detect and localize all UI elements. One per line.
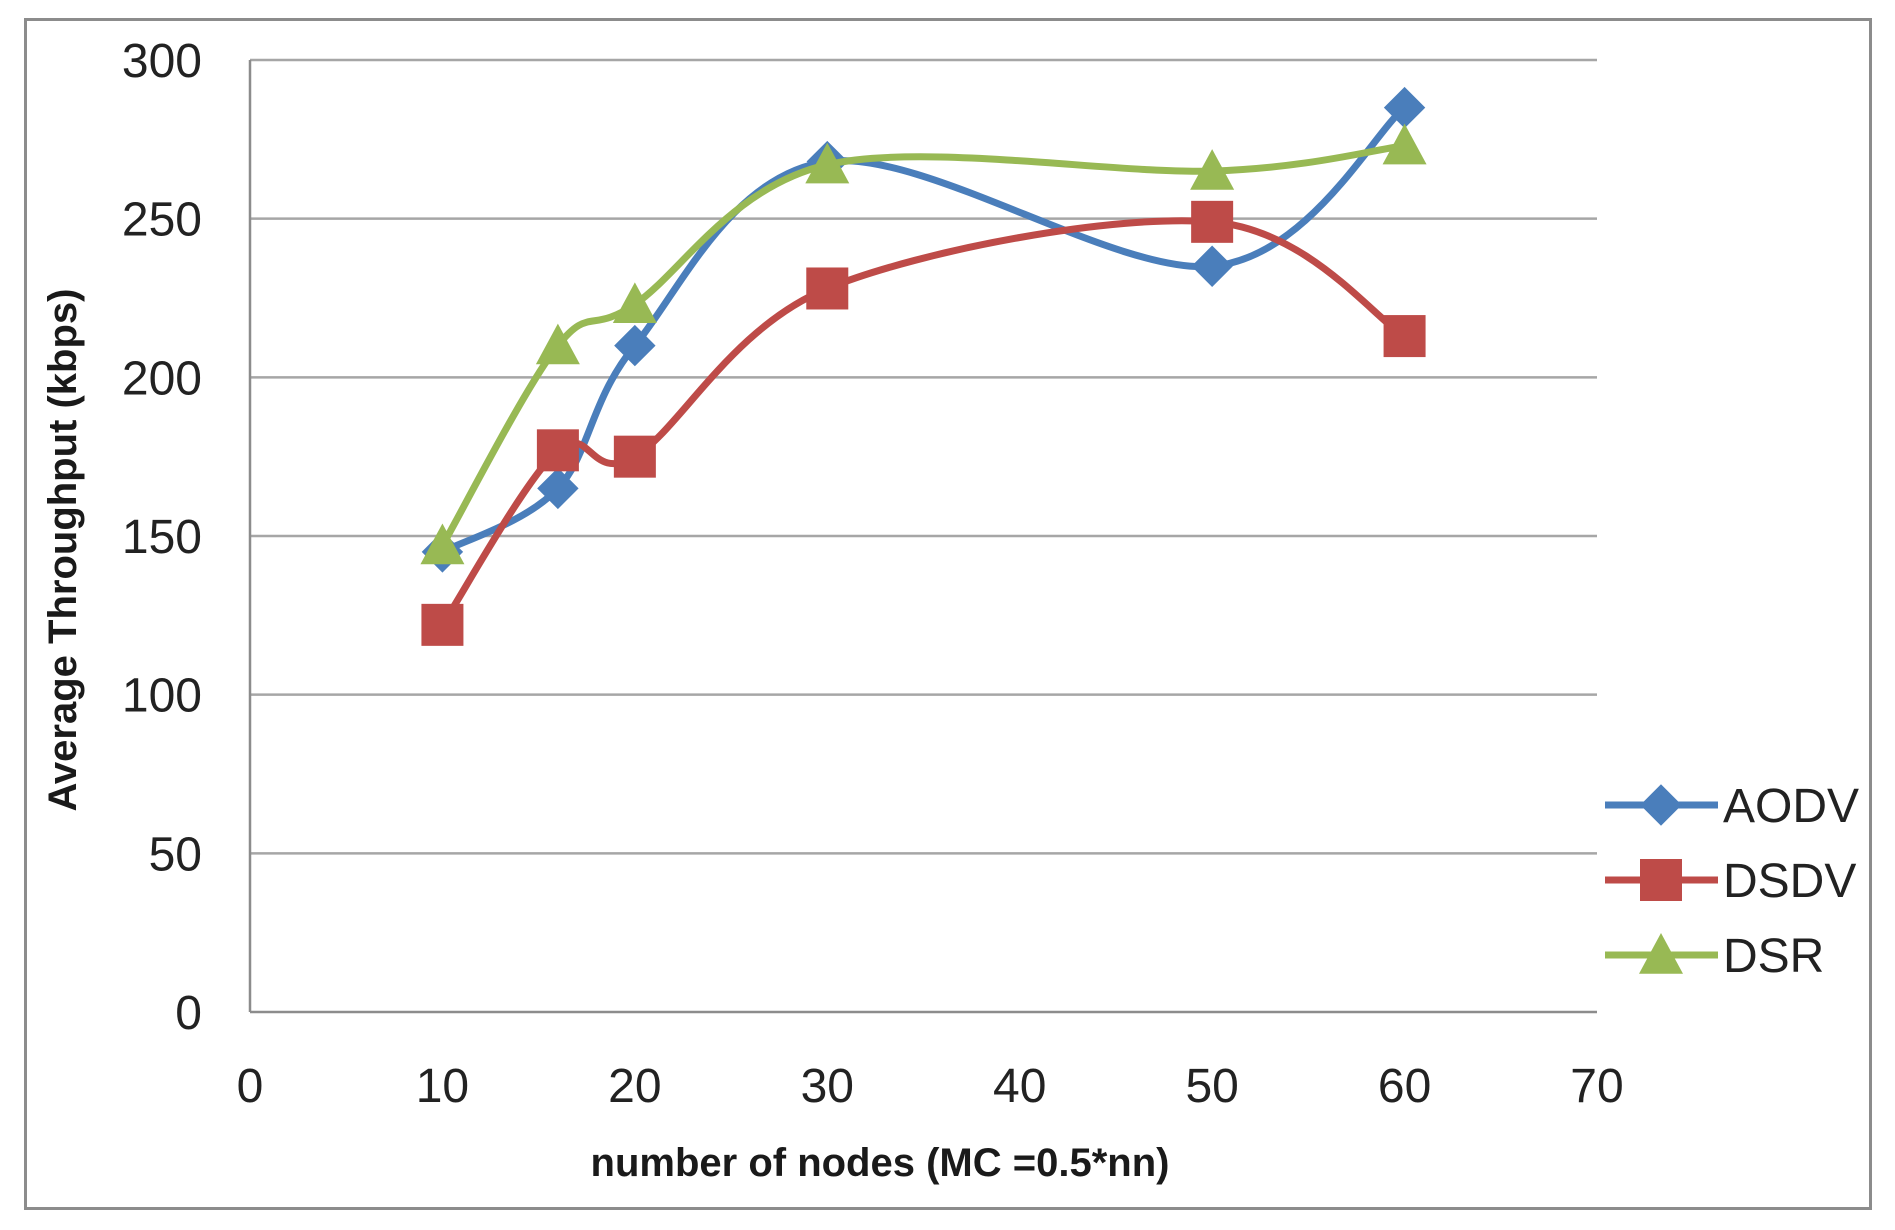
x-tick-label-60: 60 bbox=[1378, 1060, 1431, 1113]
x-tick-label-40: 40 bbox=[993, 1060, 1046, 1113]
y-tick-label-0: 0 bbox=[175, 987, 202, 1040]
data-point-aodv-20 bbox=[614, 324, 656, 367]
data-point-dsdv-60 bbox=[1383, 315, 1426, 358]
legend-marker-dsdv bbox=[1640, 859, 1682, 901]
legend-label-aodv: AODV bbox=[1723, 780, 1859, 833]
data-point-dsdv-50 bbox=[1191, 200, 1234, 243]
x-tick-label-30: 30 bbox=[801, 1060, 854, 1113]
y-tick-label-50: 50 bbox=[149, 828, 202, 881]
y-tick-label-200: 200 bbox=[122, 352, 202, 405]
x-tick-label-20: 20 bbox=[608, 1060, 661, 1113]
legend-label-dsr: DSR bbox=[1723, 930, 1824, 983]
data-point-dsr-60 bbox=[1382, 123, 1427, 165]
data-point-dsr-16 bbox=[535, 323, 580, 365]
series-dsdv bbox=[421, 200, 1426, 646]
series bbox=[420, 86, 1427, 646]
data-point-dsr-20 bbox=[612, 282, 657, 324]
legend-item-dsdv: DSDV bbox=[1605, 855, 1856, 908]
data-point-dsr-10 bbox=[420, 523, 465, 565]
legend-item-dsr: DSR bbox=[1605, 930, 1824, 983]
x-axis-title: number of nodes (MC =0.5*nn) bbox=[591, 1141, 1170, 1185]
legend-label-dsdv: DSDV bbox=[1723, 855, 1856, 908]
data-point-dsr-50 bbox=[1190, 149, 1235, 190]
x-tick-label-50: 50 bbox=[1185, 1060, 1238, 1113]
series-line-dsr bbox=[438, 142, 1409, 550]
data-point-dsdv-10 bbox=[421, 603, 464, 646]
y-tick-label-300: 300 bbox=[122, 35, 202, 88]
series-line-dsdv bbox=[438, 217, 1409, 629]
x-tick-label-10: 10 bbox=[416, 1060, 469, 1113]
data-point-dsdv-16 bbox=[536, 429, 579, 472]
x-tick-label-70: 70 bbox=[1570, 1060, 1623, 1113]
series-line-aodv bbox=[438, 104, 1409, 556]
legend-marker-dsr bbox=[1639, 933, 1683, 974]
y-axis-title: Average Throughput (kbps) bbox=[41, 289, 85, 812]
data-point-aodv-50 bbox=[1191, 245, 1233, 287]
data-point-dsdv-30 bbox=[806, 267, 849, 310]
series-dsr bbox=[420, 123, 1427, 565]
y-tick-label-250: 250 bbox=[122, 194, 202, 247]
legend-marker-aodv bbox=[1640, 784, 1682, 826]
axes: 0 50 100 150 200 250 300 0 10 20 30 40 50 60 70 bbox=[122, 35, 1624, 1113]
legend: AODV DSDV DSR bbox=[1605, 780, 1859, 983]
data-point-dsr-30 bbox=[805, 142, 850, 184]
y-tick-label-150: 150 bbox=[122, 511, 202, 564]
legend-item-aodv: AODV bbox=[1605, 780, 1859, 833]
data-point-dsdv-20 bbox=[613, 435, 656, 478]
x-tick-label-0: 0 bbox=[237, 1060, 264, 1113]
data-point-aodv-16 bbox=[537, 467, 579, 510]
y-tick-label-100: 100 bbox=[122, 670, 202, 723]
